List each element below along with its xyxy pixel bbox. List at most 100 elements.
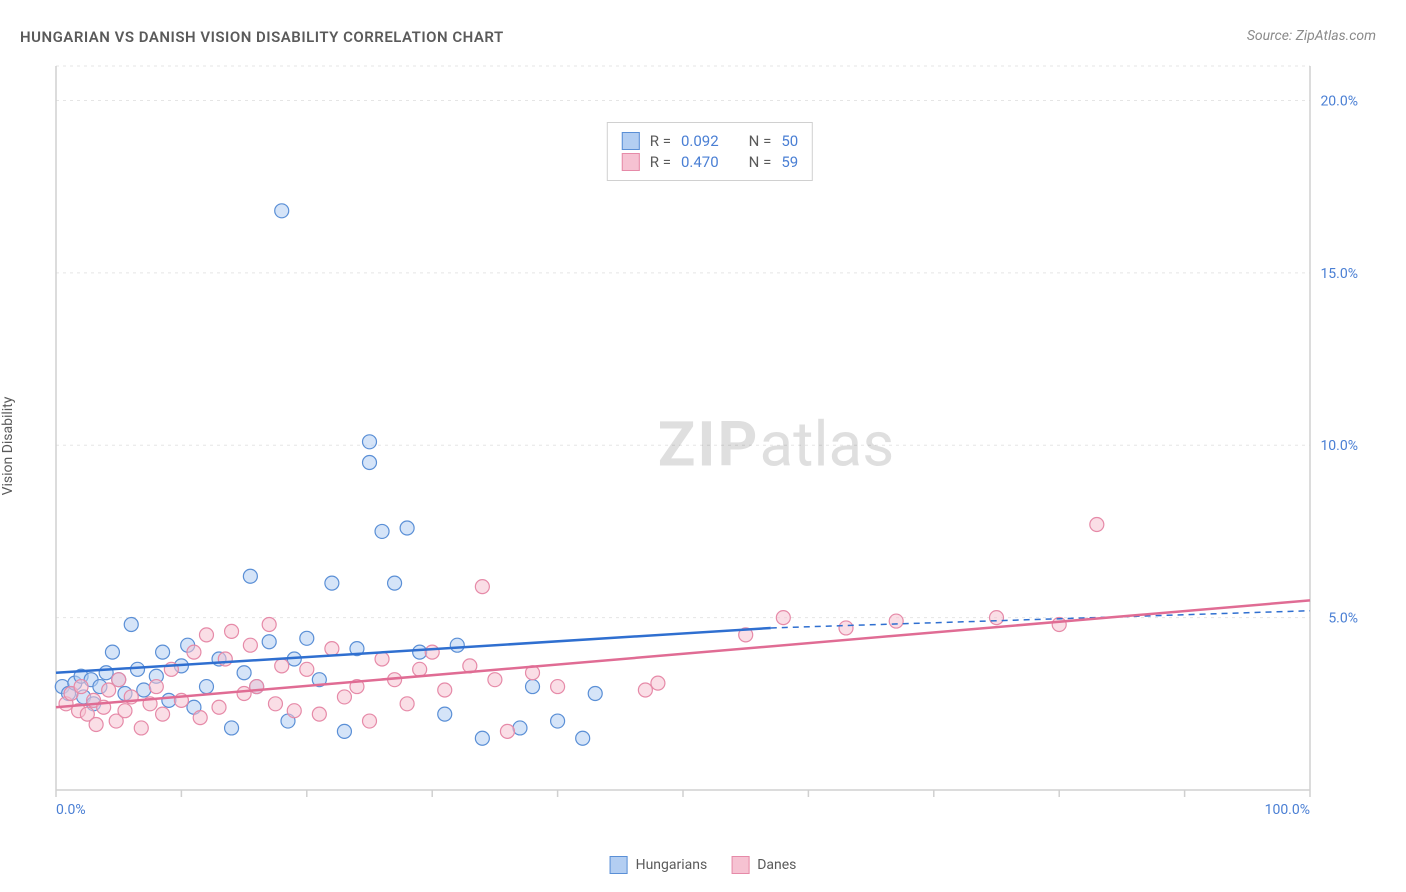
chart-area: 0.0%100.0%5.0%10.0%15.0%20.0% ZIPatlas R… — [50, 60, 1370, 830]
data-point — [74, 680, 88, 694]
data-point — [162, 693, 176, 707]
data-point — [337, 724, 351, 738]
trend-line — [56, 600, 1310, 707]
data-point — [990, 611, 1004, 625]
data-point — [475, 731, 489, 745]
data-point — [576, 731, 590, 745]
data-point — [287, 704, 301, 718]
data-point — [99, 666, 113, 680]
r-label: R = — [650, 153, 671, 171]
data-point — [137, 683, 151, 697]
data-point — [363, 455, 377, 469]
data-point — [588, 686, 602, 700]
data-point — [438, 683, 452, 697]
data-point — [112, 673, 126, 687]
r-label: R = — [650, 132, 671, 150]
y-tick-label: 5.0% — [1328, 611, 1358, 627]
data-point — [199, 680, 213, 694]
series-swatch — [622, 153, 640, 171]
data-point — [551, 680, 565, 694]
data-point — [268, 697, 282, 711]
data-point — [889, 614, 903, 628]
y-axis-label: Vision Disability — [0, 397, 16, 496]
data-point — [118, 704, 132, 718]
data-point — [262, 635, 276, 649]
trend-line-extrapolated — [771, 611, 1310, 628]
correlation-stats-box: R = 0.092 N = 50 R = 0.470 N = 59 — [607, 122, 813, 181]
stats-row: R = 0.092 N = 50 — [622, 132, 798, 150]
y-tick-label: 10.0% — [1320, 438, 1358, 454]
data-point — [551, 714, 565, 728]
y-tick-label: 15.0% — [1320, 266, 1358, 282]
legend-swatch — [731, 856, 749, 874]
data-point — [225, 624, 239, 638]
legend-swatch — [610, 856, 628, 874]
data-point — [89, 717, 103, 731]
n-value: 50 — [781, 132, 798, 150]
series-swatch — [622, 132, 640, 150]
data-point — [413, 662, 427, 676]
data-point — [243, 569, 257, 583]
r-value: 0.092 — [681, 132, 719, 150]
data-point — [400, 521, 414, 535]
data-point — [475, 580, 489, 594]
data-point — [300, 662, 314, 676]
legend: Hungarians Danes — [610, 856, 797, 874]
chart-title: HUNGARIAN VS DANISH VISION DISABILITY CO… — [20, 28, 504, 46]
data-point — [375, 652, 389, 666]
data-point — [438, 707, 452, 721]
stats-row: R = 0.470 N = 59 — [622, 153, 798, 171]
data-point — [312, 707, 326, 721]
x-tick-label: 0.0% — [56, 802, 86, 818]
data-point — [149, 680, 163, 694]
data-point — [156, 707, 170, 721]
data-point — [105, 645, 119, 659]
data-point — [526, 680, 540, 694]
data-point — [363, 435, 377, 449]
data-point — [131, 662, 145, 676]
legend-item: Danes — [731, 856, 796, 874]
legend-item: Hungarians — [610, 856, 708, 874]
x-tick-label: 100.0% — [1265, 802, 1310, 818]
data-point — [237, 686, 251, 700]
r-value: 0.470 — [681, 153, 719, 171]
data-point — [225, 721, 239, 735]
data-point — [275, 204, 289, 218]
data-point — [243, 638, 257, 652]
legend-label: Danes — [757, 857, 796, 873]
data-point — [187, 645, 201, 659]
data-point — [363, 714, 377, 728]
data-point — [124, 618, 138, 632]
y-tick-label: 20.0% — [1320, 93, 1358, 109]
data-point — [400, 697, 414, 711]
data-point — [776, 611, 790, 625]
data-point — [156, 645, 170, 659]
data-point — [237, 666, 251, 680]
n-value: 59 — [781, 153, 798, 171]
data-point — [325, 642, 339, 656]
data-point — [275, 659, 289, 673]
data-point — [325, 576, 339, 590]
data-point — [199, 628, 213, 642]
data-point — [413, 645, 427, 659]
data-point — [375, 524, 389, 538]
data-point — [488, 673, 502, 687]
source-attribution: Source: ZipAtlas.com — [1247, 28, 1376, 44]
data-point — [500, 724, 514, 738]
data-point — [218, 652, 232, 666]
data-point — [1052, 618, 1066, 632]
data-point — [638, 683, 652, 697]
data-point — [651, 676, 665, 690]
data-point — [300, 631, 314, 645]
legend-label: Hungarians — [636, 857, 708, 873]
data-point — [839, 621, 853, 635]
n-label: N = — [749, 153, 772, 171]
n-label: N = — [749, 132, 772, 150]
data-point — [450, 638, 464, 652]
data-point — [388, 576, 402, 590]
data-point — [193, 711, 207, 725]
data-point — [425, 645, 439, 659]
data-point — [212, 700, 226, 714]
data-point — [134, 721, 148, 735]
data-point — [262, 618, 276, 632]
